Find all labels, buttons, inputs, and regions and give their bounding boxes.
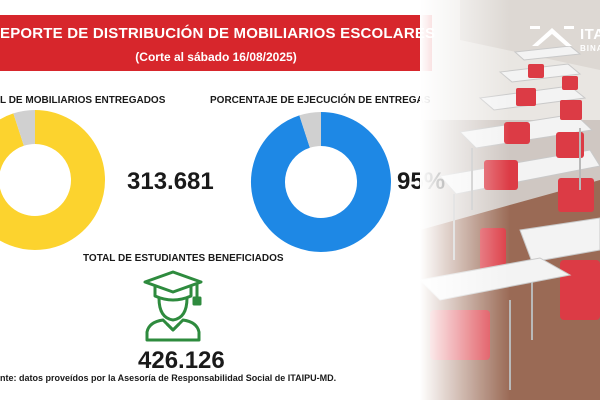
photo-fade: [420, 0, 510, 400]
furniture-chart-title: L DE MOBILIARIOS ENTREGADOS: [0, 95, 166, 106]
students-total-value: 426.126: [138, 347, 225, 374]
furniture-slice-0: [0, 110, 105, 250]
students-title: TOTAL DE ESTUDIANTES BENEFICIADOS: [83, 253, 284, 264]
logo-mark-icon: [530, 26, 574, 46]
execution-donut-slices: [251, 112, 391, 252]
execution-donut-chart: [251, 112, 391, 252]
furniture-slice-1: [13, 110, 36, 146]
furniture-donut-chart: [0, 110, 105, 250]
execution-slice-0: [251, 112, 391, 252]
furniture-donut-slices: [0, 110, 105, 250]
report-title: EPORTE DE DISTRIBUCIÓN DE MOBILIARIOS ES…: [0, 25, 436, 42]
logo-text: ITA: [580, 26, 600, 43]
classroom-photo: [420, 0, 600, 400]
header-banner: EPORTE DE DISTRIBUCIÓN DE MOBILIARIOS ES…: [0, 15, 436, 71]
execution-chart-title: PORCENTAJE DE EJECUCIÓN DE ENTREGAS: [210, 95, 431, 106]
furniture-total-value: 313.681: [127, 168, 214, 195]
source-note: nte: datos proveídos por la Asesoría de …: [0, 373, 337, 383]
report-subtitle: (Corte al sábado 16/08/2025): [135, 50, 297, 64]
graduate-icon: [143, 270, 203, 342]
execution-slice-1: [299, 112, 322, 148]
logo-subtext: BINA: [580, 44, 600, 53]
